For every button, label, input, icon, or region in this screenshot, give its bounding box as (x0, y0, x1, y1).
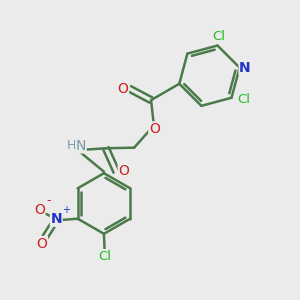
Text: Cl: Cl (212, 29, 226, 43)
Text: O: O (149, 122, 160, 136)
Text: O: O (34, 203, 45, 217)
Text: Cl: Cl (238, 93, 250, 106)
Text: O: O (37, 237, 47, 250)
Text: N: N (239, 61, 251, 75)
Text: O: O (118, 164, 129, 178)
Text: N: N (76, 139, 86, 153)
Text: H: H (66, 140, 76, 152)
Text: -: - (46, 194, 51, 207)
Text: O: O (118, 82, 129, 96)
Text: +: + (61, 205, 70, 215)
Text: N: N (50, 212, 62, 226)
Text: Cl: Cl (98, 250, 111, 262)
